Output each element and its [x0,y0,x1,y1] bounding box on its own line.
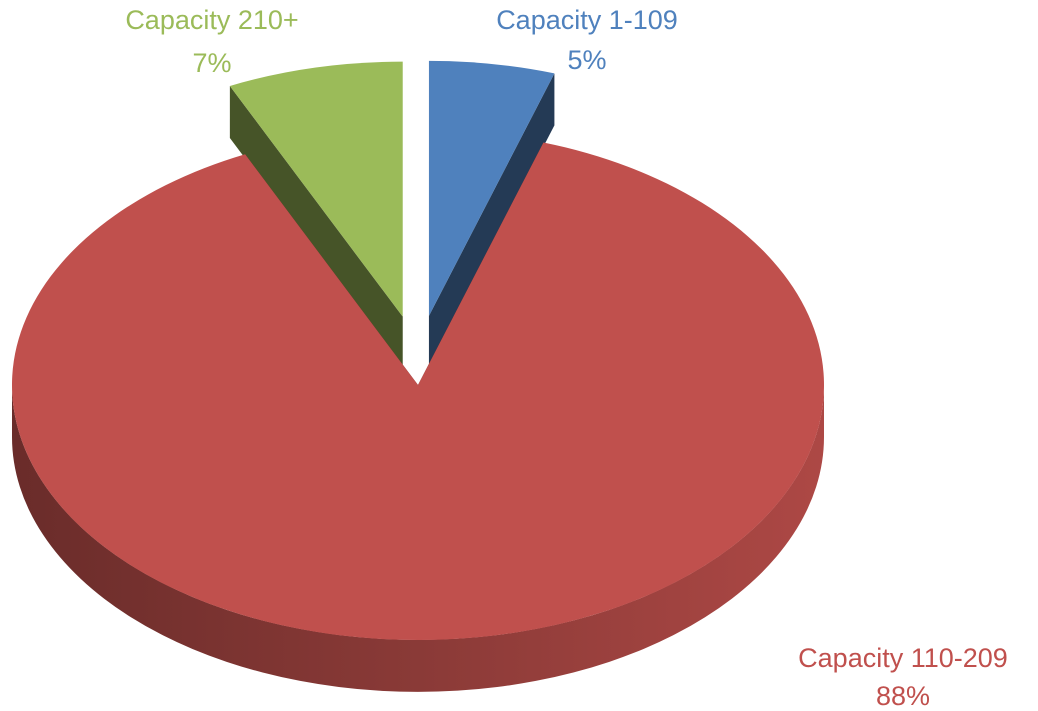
value-label: 7% [192,48,231,78]
slice-label: Capacity 210+ [125,5,298,35]
slice-side [428,73,555,368]
slice-top [11,142,824,640]
slice [229,61,403,369]
slice [428,60,555,368]
value-label: 88% [876,681,930,711]
slice-label: Capacity 1-109 [496,5,678,35]
slice-side [229,85,403,369]
value-label: 5% [567,45,606,75]
slice-wall [12,385,824,692]
slice [11,142,824,692]
slice-top [428,60,555,316]
slice-label: Capacity 110-209 [798,643,1008,673]
slice-top [229,61,403,317]
